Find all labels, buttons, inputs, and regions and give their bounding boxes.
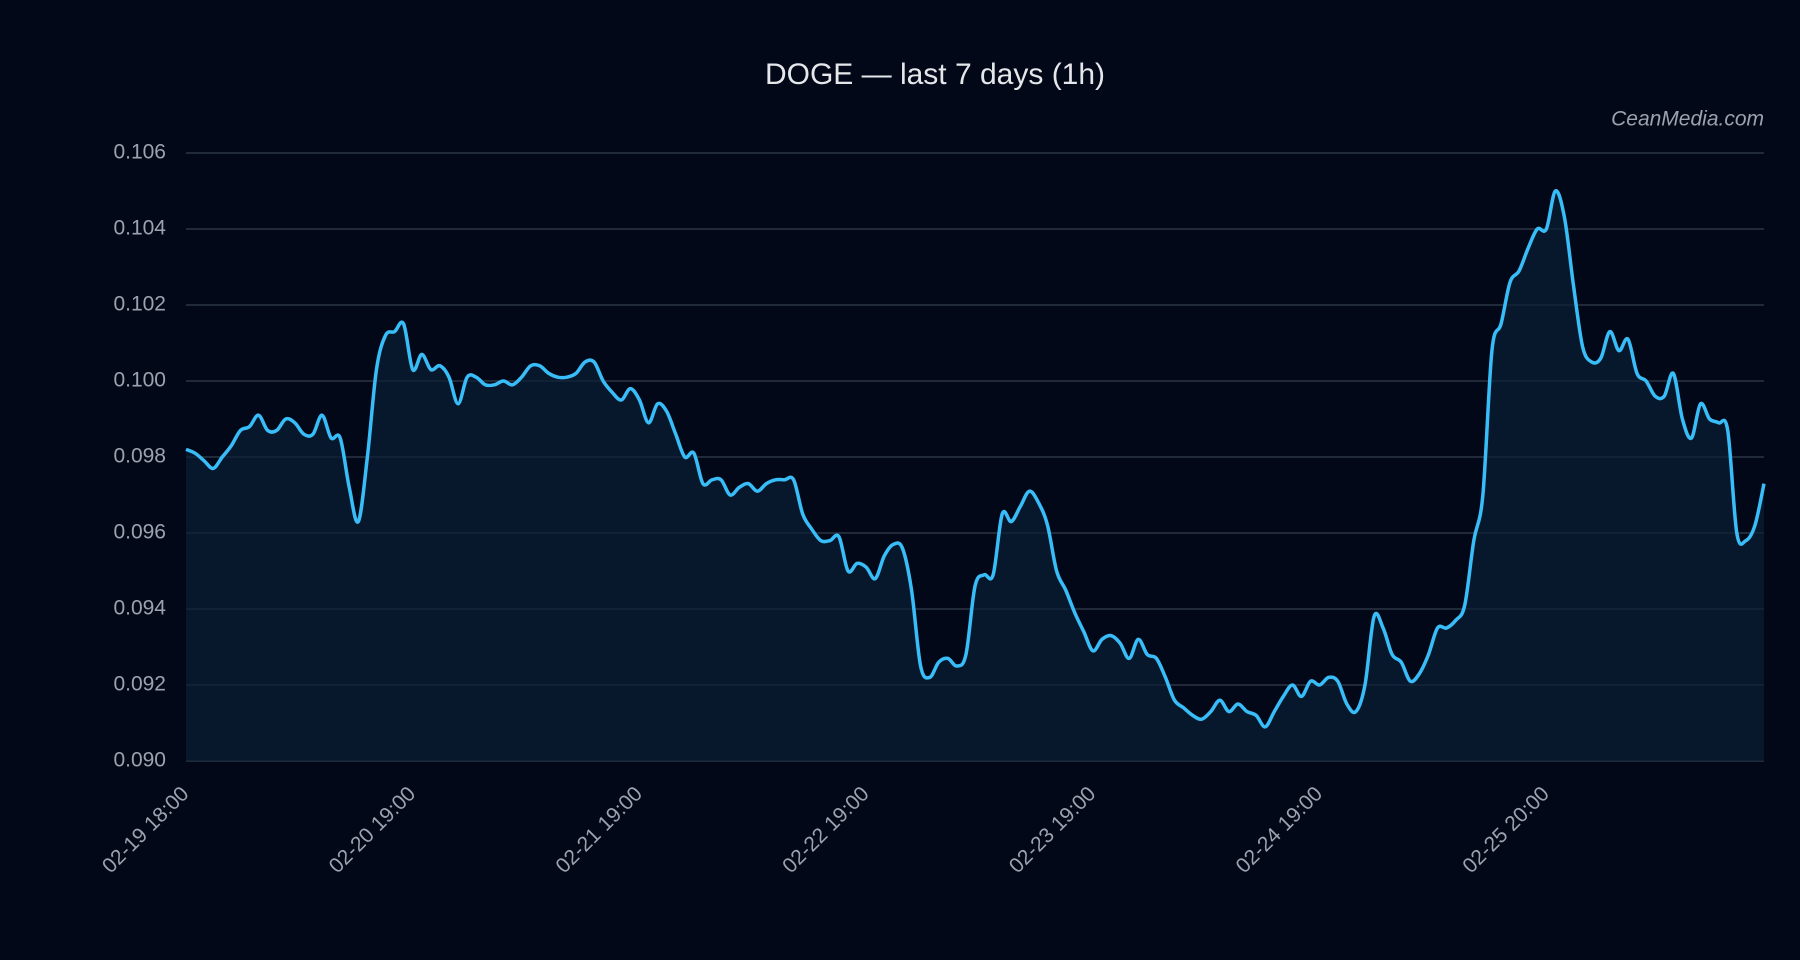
y-tick-label: 0.100 xyxy=(113,369,166,392)
area-fill xyxy=(186,190,1764,761)
chart-title: DOGE — last 7 days (1h) xyxy=(765,58,1105,91)
y-tick-label: 0.102 xyxy=(113,293,166,316)
y-tick-label: 0.106 xyxy=(113,141,166,164)
y-tick-label: 0.092 xyxy=(113,673,166,696)
y-tick-label: 0.098 xyxy=(113,445,166,468)
watermark: CeanMedia.com xyxy=(1611,108,1764,131)
y-tick-label: 0.104 xyxy=(113,217,166,240)
y-tick-label: 0.094 xyxy=(113,597,166,620)
price-line xyxy=(185,189,1766,729)
y-tick-label: 0.090 xyxy=(113,749,166,772)
y-tick-label: 0.096 xyxy=(113,521,166,544)
